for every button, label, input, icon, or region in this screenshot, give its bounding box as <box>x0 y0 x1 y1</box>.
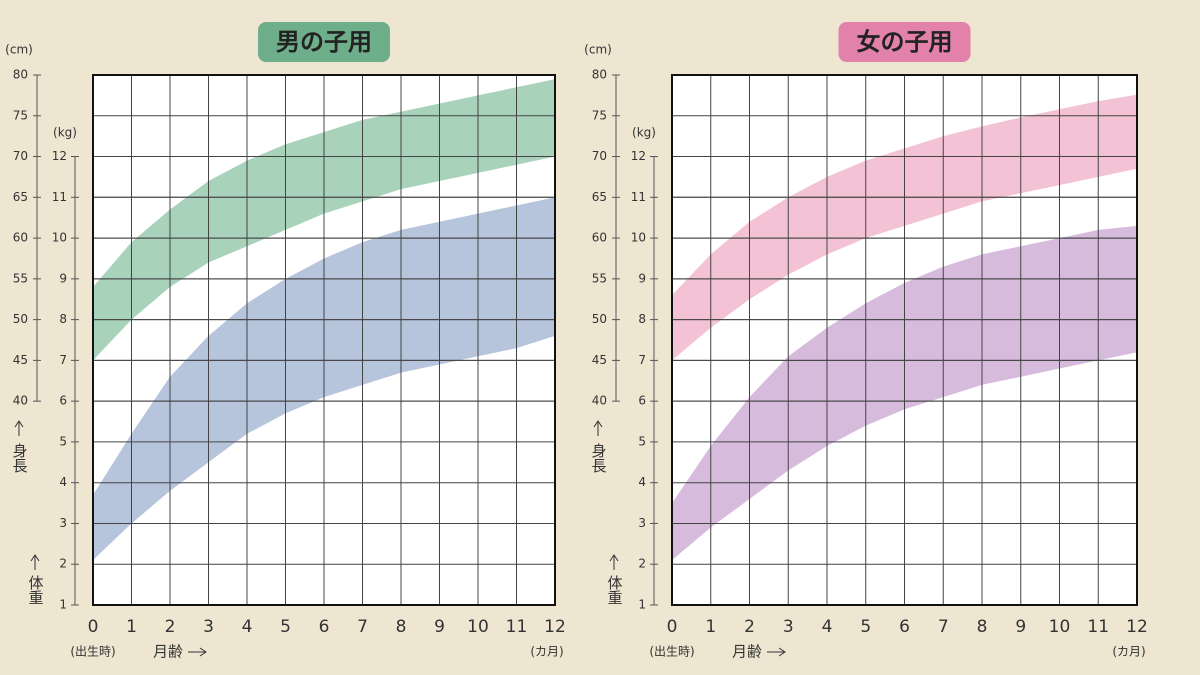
y-tick-label: 10 <box>52 231 67 245</box>
y2-tick-label: 60 <box>592 231 607 245</box>
y2-tick-label: 45 <box>592 353 607 367</box>
y2-tick-label: 60 <box>13 231 28 245</box>
y-tick-label: 8 <box>638 312 646 326</box>
x-tick-label: 2 <box>744 617 755 637</box>
y-tick-label: 2 <box>638 557 646 571</box>
x-tick-label: 7 <box>357 617 368 637</box>
y-tick-label: 11 <box>631 190 646 204</box>
y-tick-label: 1 <box>638 598 646 612</box>
x-tick-label: 3 <box>203 617 214 637</box>
x-label: 月齢 <box>732 643 762 661</box>
y2-label: 身長 <box>590 443 608 473</box>
y-tick-label: 12 <box>631 149 646 163</box>
y-tick-label: 6 <box>59 394 67 408</box>
y-tick-label: 2 <box>59 557 67 571</box>
arrow <box>767 647 786 657</box>
x-unit: (カ月) <box>530 645 563 659</box>
x-label: 月齢 <box>153 643 183 661</box>
x-tick-label: 8 <box>977 617 988 637</box>
x-tick-label: 9 <box>434 617 445 637</box>
x-tick-label: 1 <box>705 617 716 637</box>
chart: 男の子用123456789101112(kg)40455055606570758… <box>5 22 566 661</box>
x-tick-label: 9 <box>1015 617 1026 637</box>
arrow <box>593 420 603 436</box>
y2-unit: (cm) <box>5 43 33 57</box>
x-tick-label: 4 <box>822 617 833 637</box>
plot-border <box>92 74 556 606</box>
x-tick-label: 11 <box>1087 617 1109 637</box>
x-tick-label: 0 <box>667 617 678 637</box>
y2-tick-label: 70 <box>592 149 607 163</box>
y2-label: 身長 <box>11 443 29 473</box>
chart: 女の子用123456789101112(kg)40455055606570758… <box>584 22 1148 661</box>
x-tick-label: 12 <box>1126 617 1148 637</box>
x-note: (出生時) <box>70 645 115 659</box>
y-tick-label: 4 <box>638 475 646 489</box>
y2-tick-label: 65 <box>13 190 28 204</box>
x-tick-label: 1 <box>126 617 137 637</box>
x-tick-label: 5 <box>860 617 871 637</box>
y2-tick-label: 40 <box>592 394 607 408</box>
y2-tick-label: 70 <box>13 149 28 163</box>
x-tick-label: 4 <box>242 617 253 637</box>
x-tick-label: 2 <box>165 617 176 637</box>
x-tick-label: 3 <box>783 617 794 637</box>
x-tick-label: 10 <box>1049 617 1071 637</box>
y2-tick-label: 50 <box>13 312 28 326</box>
title-badge <box>258 22 390 62</box>
y-label: 体重 <box>27 575 45 605</box>
x-tick-label: 11 <box>506 617 528 637</box>
x-unit: (カ月) <box>1112 645 1145 659</box>
y2-tick-label: 80 <box>592 68 607 82</box>
x-tick-label: 12 <box>544 617 566 637</box>
y-tick-label: 9 <box>638 271 646 285</box>
y-tick-label: 7 <box>638 353 646 367</box>
y-unit: (kg) <box>53 126 77 140</box>
x-tick-label: 6 <box>319 617 330 637</box>
x-tick-label: 6 <box>899 617 910 637</box>
y-label: 体重 <box>606 575 624 605</box>
y2-tick-label: 50 <box>592 312 607 326</box>
y-tick-label: 5 <box>59 434 67 448</box>
y-tick-label: 7 <box>59 353 67 367</box>
y-tick-label: 6 <box>638 394 646 408</box>
y-tick-label: 10 <box>631 231 646 245</box>
y2-tick-label: 40 <box>13 394 28 408</box>
x-tick-label: 8 <box>396 617 407 637</box>
y-unit: (kg) <box>632 126 656 140</box>
y2-tick-label: 55 <box>13 271 28 285</box>
y2-unit: (cm) <box>584 43 612 57</box>
y2-tick-label: 45 <box>13 353 28 367</box>
arrow <box>30 554 40 570</box>
x-tick-label: 0 <box>88 617 99 637</box>
x-tick-label: 10 <box>467 617 489 637</box>
y2-tick-label: 75 <box>13 108 28 122</box>
y-tick-label: 11 <box>52 190 67 204</box>
arrow <box>14 420 24 436</box>
y-tick-label: 1 <box>59 598 67 612</box>
y2-tick-label: 65 <box>592 190 607 204</box>
y-tick-label: 3 <box>638 516 646 530</box>
y-tick-label: 12 <box>52 149 67 163</box>
y-tick-label: 5 <box>638 434 646 448</box>
y-tick-label: 4 <box>59 475 67 489</box>
x-tick-label: 5 <box>280 617 291 637</box>
y2-tick-label: 80 <box>13 68 28 82</box>
chart-title: 男の子用 <box>276 28 372 56</box>
y2-tick-label: 55 <box>592 271 607 285</box>
title-badge <box>838 22 971 62</box>
plot-border <box>671 74 1138 606</box>
chart-title: 女の子用 <box>857 28 953 56</box>
x-note: (出生時) <box>649 645 694 659</box>
x-tick-label: 7 <box>938 617 949 637</box>
arrow <box>609 554 619 570</box>
y-tick-label: 9 <box>59 271 67 285</box>
y2-tick-label: 75 <box>592 108 607 122</box>
y-tick-label: 8 <box>59 312 67 326</box>
arrow <box>188 647 207 657</box>
y-tick-label: 3 <box>59 516 67 530</box>
